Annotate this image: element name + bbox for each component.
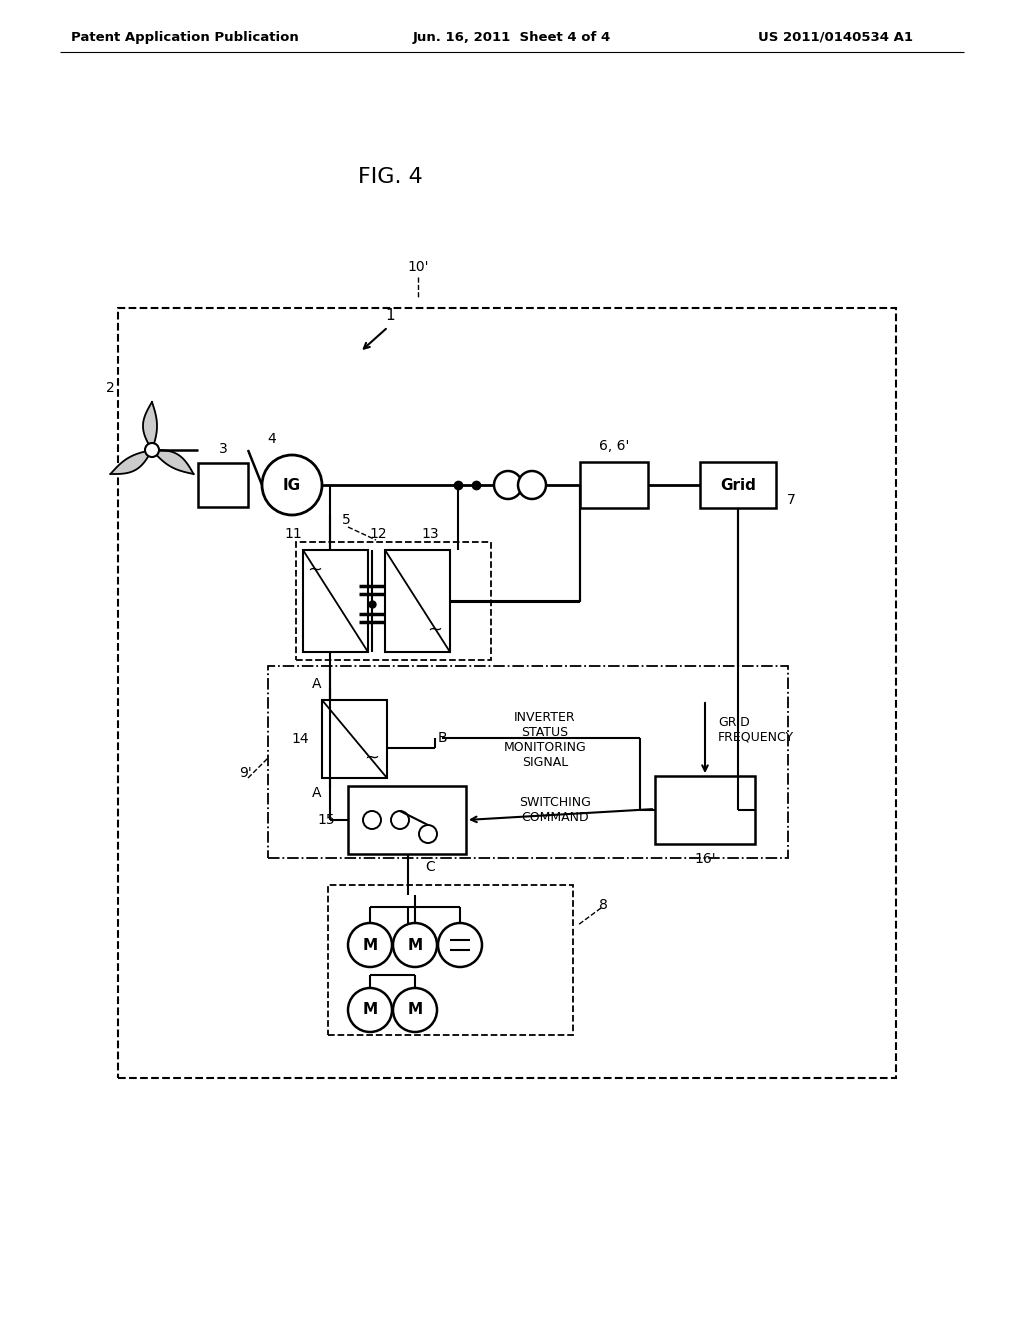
Text: M: M	[408, 937, 423, 953]
Text: IG: IG	[283, 478, 301, 492]
Circle shape	[518, 471, 546, 499]
Text: 9': 9'	[240, 766, 252, 780]
Bar	[328, 884, 573, 1035]
Text: SWITCHING
COMMAND: SWITCHING COMMAND	[519, 796, 591, 824]
Text: 2: 2	[105, 381, 115, 395]
Polygon shape	[111, 450, 152, 474]
Circle shape	[393, 923, 437, 968]
Text: 11: 11	[284, 527, 302, 541]
Text: 14: 14	[291, 733, 309, 746]
Bar	[303, 550, 368, 652]
Text: B: B	[438, 731, 447, 744]
Text: GRID
FREQUENCY: GRID FREQUENCY	[718, 715, 795, 744]
Text: 12: 12	[370, 527, 387, 541]
Polygon shape	[152, 450, 194, 474]
Circle shape	[438, 923, 482, 968]
Bar	[118, 308, 896, 1078]
Circle shape	[348, 987, 392, 1032]
Text: 13: 13	[421, 527, 439, 541]
Bar	[198, 463, 248, 507]
Text: 16': 16'	[694, 851, 716, 866]
Text: ~: ~	[427, 620, 442, 639]
Text: 10': 10'	[408, 260, 429, 275]
Text: Patent Application Publication: Patent Application Publication	[71, 30, 299, 44]
Text: 6, 6': 6, 6'	[599, 440, 629, 453]
Text: M: M	[362, 937, 378, 953]
Text: FIG. 4: FIG. 4	[357, 168, 422, 187]
Circle shape	[419, 825, 437, 843]
Circle shape	[362, 810, 381, 829]
Text: INVERTER
STATUS
MONITORING
SIGNAL: INVERTER STATUS MONITORING SIGNAL	[504, 711, 587, 770]
Circle shape	[393, 987, 437, 1032]
Text: A: A	[312, 677, 322, 690]
Text: 7: 7	[786, 492, 796, 507]
Text: M: M	[362, 1002, 378, 1018]
Text: ~: ~	[307, 561, 323, 579]
Text: 3: 3	[219, 442, 227, 455]
Text: Grid: Grid	[720, 478, 756, 492]
Text: 1: 1	[385, 308, 395, 322]
Bar	[385, 550, 450, 652]
Text: 8: 8	[599, 898, 607, 912]
Bar	[580, 462, 648, 508]
Circle shape	[391, 810, 409, 829]
Text: US 2011/0140534 A1: US 2011/0140534 A1	[758, 30, 912, 44]
Polygon shape	[143, 403, 157, 450]
Bar	[655, 776, 755, 843]
Text: A: A	[312, 785, 322, 800]
Text: 5: 5	[342, 513, 350, 527]
Circle shape	[348, 923, 392, 968]
Bar	[322, 700, 387, 777]
Circle shape	[262, 455, 322, 515]
Text: M: M	[408, 1002, 423, 1018]
Bar	[296, 543, 490, 660]
Text: 4: 4	[267, 432, 276, 446]
Bar	[700, 462, 776, 508]
Text: C: C	[425, 861, 435, 874]
Circle shape	[145, 444, 159, 457]
Text: ~: ~	[365, 748, 380, 767]
Text: 15: 15	[317, 813, 335, 828]
Text: Jun. 16, 2011  Sheet 4 of 4: Jun. 16, 2011 Sheet 4 of 4	[413, 30, 611, 44]
Circle shape	[494, 471, 522, 499]
Bar	[268, 667, 788, 858]
Bar	[348, 785, 466, 854]
